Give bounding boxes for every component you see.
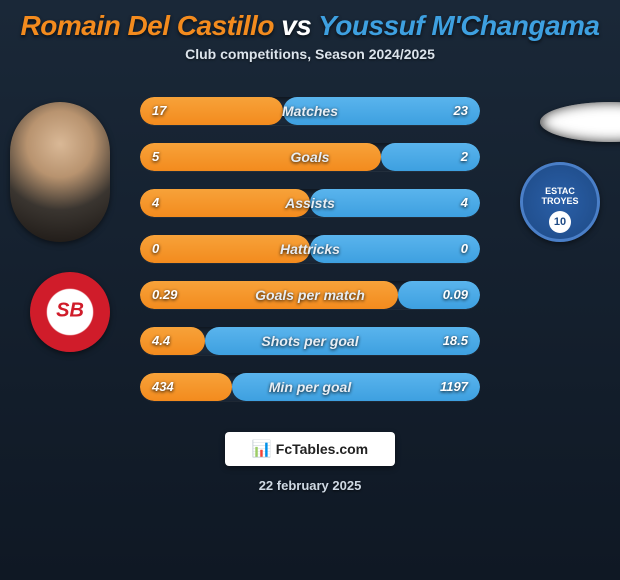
stat-row: Matches1723 — [140, 97, 480, 125]
stat-row: Goals52 — [140, 143, 480, 171]
player1-club-badge — [30, 272, 110, 352]
player2-bar-fill — [381, 143, 480, 171]
stat-bars: Matches1723 Goals52 Assists44 Hattricks00 Go… — [140, 97, 480, 419]
player2-bar-fill — [310, 189, 480, 217]
player1-bar-fill — [140, 143, 381, 171]
title-player2: Youssuf M'Changama — [318, 10, 599, 41]
brand-badge: 📊 FcTables.com — [225, 432, 395, 466]
player1-bar-fill — [140, 281, 398, 309]
player2-club-badge — [520, 162, 600, 242]
player2-bar-fill — [232, 373, 480, 401]
player1-bar-fill — [140, 327, 205, 355]
player1-bar-fill — [140, 97, 283, 125]
player2-bar-fill — [205, 327, 480, 355]
player1-bar-fill — [140, 189, 310, 217]
stat-row: Assists44 — [140, 189, 480, 217]
title-vs: vs — [281, 10, 311, 41]
stat-row: Min per goal4341197 — [140, 373, 480, 401]
player2-photo — [540, 102, 620, 142]
player1-bar-fill — [140, 235, 310, 263]
stat-row: Shots per goal4.418.5 — [140, 327, 480, 355]
subtitle: Club competitions, Season 2024/2025 — [0, 46, 620, 62]
page-title: Romain Del Castillo vs Youssuf M'Changam… — [0, 0, 620, 46]
player2-bar-fill — [398, 281, 480, 309]
title-player1: Romain Del Castillo — [21, 10, 274, 41]
footer-date: 22 february 2025 — [0, 478, 620, 493]
brand-text: FcTables.com — [276, 441, 368, 457]
player2-bar-fill — [283, 97, 480, 125]
player1-bar-fill — [140, 373, 232, 401]
player2-bar-fill — [310, 235, 480, 263]
chart-icon: 📊 — [252, 439, 272, 459]
stat-row: Goals per match0.290.09 — [140, 281, 480, 309]
comparison-panel: Matches1723 Goals52 Assists44 Hattricks00 Go… — [0, 82, 620, 422]
player1-photo — [10, 102, 110, 242]
stat-row: Hattricks00 — [140, 235, 480, 263]
